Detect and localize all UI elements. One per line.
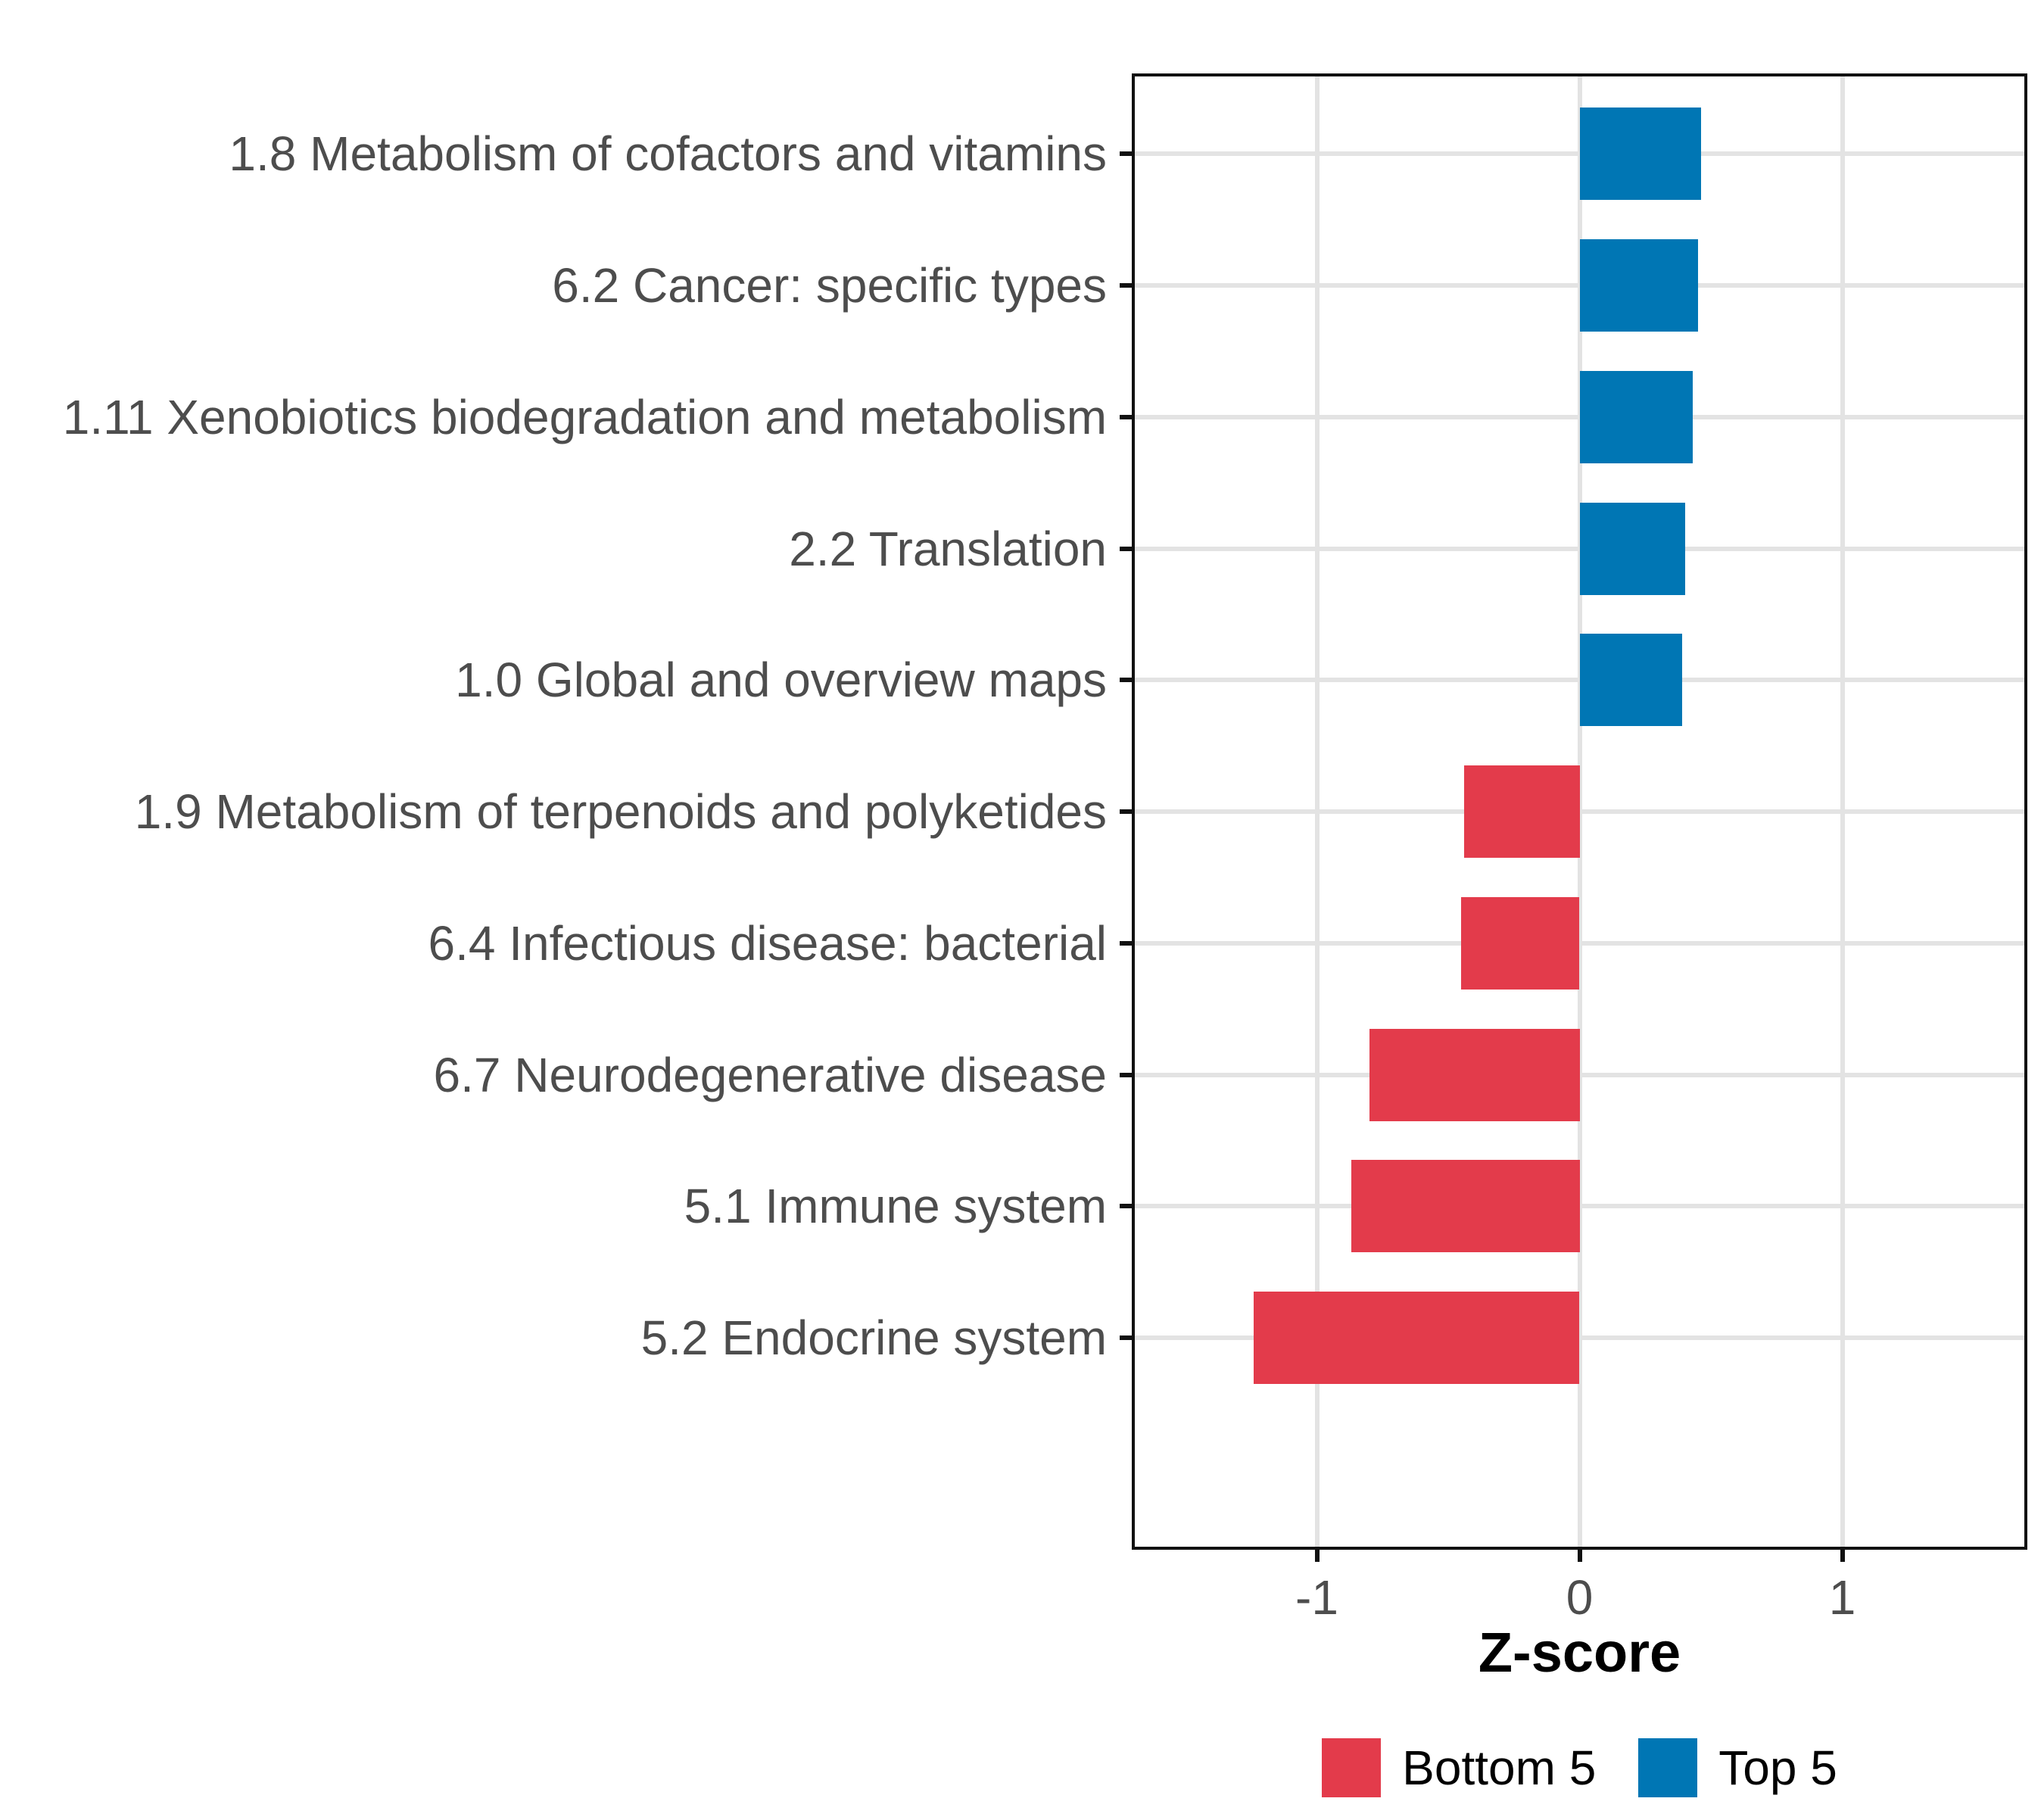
x-tick-label: 1 xyxy=(1828,1570,1856,1625)
x-tick-label: 0 xyxy=(1566,1570,1594,1625)
y-tick xyxy=(1120,151,1133,157)
y-axis-label: 6.4 Infectious disease: bacterial xyxy=(428,915,1107,971)
y-axis-label: 6.7 Neurodegenerative disease xyxy=(433,1047,1108,1102)
bar xyxy=(1579,239,1698,332)
legend-label-top5: Top 5 xyxy=(1718,1741,1837,1795)
y-axis-label: 1.8 Metabolism of cofactors and vitamins xyxy=(229,126,1107,182)
legend-swatch-top5 xyxy=(1638,1738,1698,1797)
bar xyxy=(1254,1292,1580,1384)
bar xyxy=(1579,108,1701,200)
legend-item-bottom5: Bottom 5 xyxy=(1322,1738,1596,1797)
bar xyxy=(1369,1029,1580,1121)
bar xyxy=(1351,1160,1580,1252)
y-tick xyxy=(1120,1335,1133,1340)
y-axis-label: 1.9 Metabolism of terpenoids and polyket… xyxy=(134,784,1107,839)
x-tick xyxy=(1314,1548,1320,1562)
y-axis-label: 1.11 Xenobiotics biodegradation and meta… xyxy=(62,389,1107,444)
legend-label-bottom5: Bottom 5 xyxy=(1402,1741,1597,1795)
x-tick xyxy=(1577,1548,1582,1562)
bar xyxy=(1579,503,1685,595)
y-tick xyxy=(1120,546,1133,551)
y-tick xyxy=(1120,283,1133,288)
y-tick xyxy=(1120,414,1133,419)
y-tick xyxy=(1120,940,1133,946)
y-axis-label: 5.2 Endocrine system xyxy=(640,1311,1107,1365)
y-tick xyxy=(1120,678,1133,683)
gridline-horizontal xyxy=(1133,940,2026,946)
legend: Bottom 5 Top 5 xyxy=(1133,1738,2026,1798)
legend-swatch-bottom5 xyxy=(1322,1738,1382,1797)
x-tick-label: -1 xyxy=(1295,1570,1338,1625)
bar xyxy=(1463,765,1580,858)
bar xyxy=(1579,371,1693,463)
legend-item-top5: Top 5 xyxy=(1638,1738,1837,1797)
y-axis-label: 5.1 Immune system xyxy=(684,1179,1107,1234)
gridline-horizontal xyxy=(1133,1335,2026,1340)
y-axis-label: 2.2 Translation xyxy=(789,521,1107,576)
x-axis-title: Z-score xyxy=(1478,1621,1681,1684)
y-axis-label: 1.0 Global and overview maps xyxy=(455,653,1107,708)
x-tick xyxy=(1840,1548,1845,1562)
y-tick xyxy=(1120,1072,1133,1077)
y-axis-label: 6.2 Cancer: specific types xyxy=(552,258,1107,313)
bar xyxy=(1579,634,1682,726)
y-tick xyxy=(1120,1204,1133,1209)
y-tick xyxy=(1120,809,1133,814)
bar xyxy=(1461,897,1580,990)
